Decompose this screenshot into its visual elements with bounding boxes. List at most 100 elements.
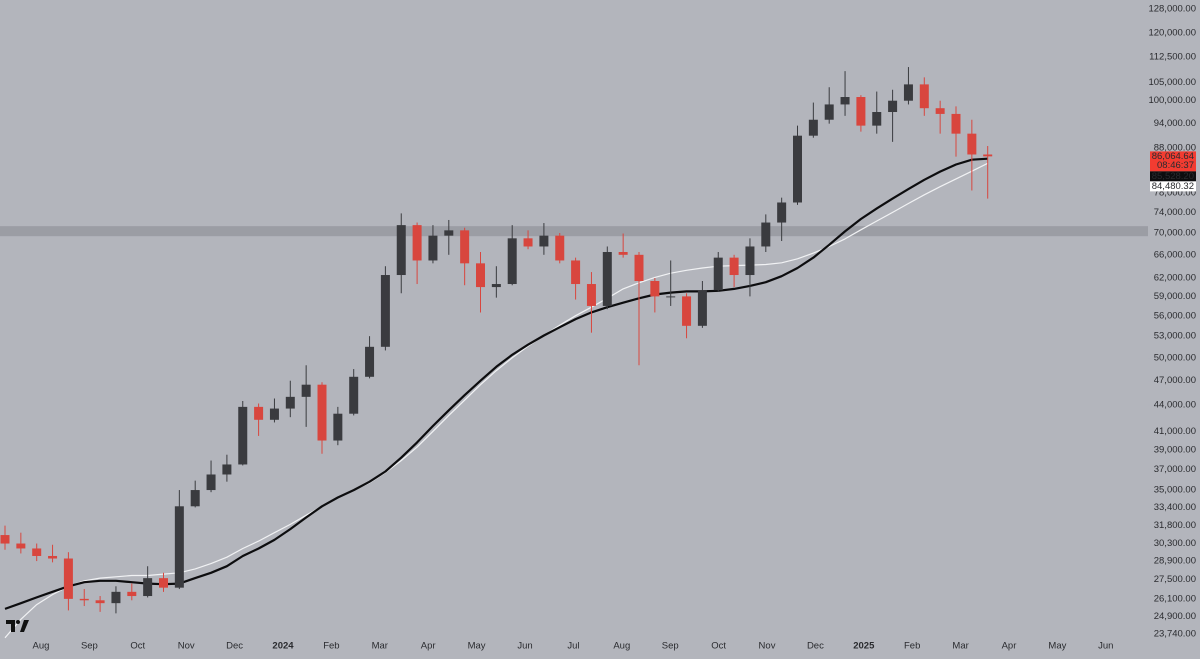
candle-body [602,252,612,306]
candle-body [777,202,787,223]
candle-body [254,406,264,420]
candle-body [586,284,596,306]
candle-body [32,548,42,556]
ma-value-label: 85,528.20 [1152,171,1194,182]
x-tick-label: May [1048,641,1066,652]
logo-part [20,620,29,632]
countdown-label: 08:46:37 [1157,160,1194,171]
candle-body [95,600,105,604]
last-price-box [1150,151,1196,172]
y-tick-label: 112,500.00 [1149,52,1196,63]
x-tick-label: Feb [904,641,920,652]
resistance-zone [0,226,1148,237]
y-tick-label: 88,000.00 [1154,143,1196,154]
x-tick-label: Oct [130,641,145,652]
candle-body [349,376,359,414]
logo [6,620,29,632]
y-tick-label: 44,000.00 [1154,400,1196,411]
candle-body [539,235,549,247]
y-tick-label: 78,000.00 [1154,187,1196,198]
candle-body [159,578,168,588]
candle-body [380,275,390,347]
y-tick-label: 70,000.00 [1154,228,1196,239]
candle-body [761,222,771,247]
candle-body [79,598,89,601]
candle-body [476,263,485,288]
y-tick-label: 41,000.00 [1154,426,1196,437]
y-tick-label: 33,400.00 [1154,502,1196,513]
candle-body [983,154,993,157]
x-tick-label: Jun [1098,641,1113,652]
candle-body [840,97,850,105]
candle-body [238,406,248,465]
y-tick-label: 128,000.00 [1148,4,1196,15]
y-tick-label: 47,000.00 [1154,375,1196,386]
candle-body [333,413,343,441]
candle-body [666,296,676,298]
candle-body [682,296,692,326]
x-tick-label: Oct [711,641,726,652]
candle-body [967,133,977,155]
y-tick-label: 100,000.00 [1148,95,1196,106]
x-tick-label: Sep [662,641,679,652]
candle-body [555,235,565,261]
candle-body [872,112,882,126]
x-tick-label: Nov [759,641,776,652]
candle-body [745,246,755,276]
x-tick-label: Dec [807,641,824,652]
candle-body [143,578,153,597]
y-tick-label: 28,900.00 [1154,556,1196,567]
x-tick-label: Dec [226,641,243,652]
candle-body [0,535,10,544]
axis-layer: 128,000.00 120,000.00 112,500.00 105,000.00… [33,4,1196,652]
y-tick-label: 56,000.00 [1154,310,1196,321]
y-tick-label: 26,100.00 [1154,593,1196,604]
candle-body [523,238,533,247]
candle-body [460,230,470,264]
candle-body [301,384,311,397]
candle-body [491,284,501,288]
x-tick-label: 2024 [272,641,294,652]
candle-body [444,230,454,236]
candle-body [48,555,58,559]
candle-layer [0,67,993,614]
y-tick-label: 50,000.00 [1154,352,1196,363]
x-tick-label: May [468,641,486,652]
y-tick-label: 23,740.00 [1154,629,1196,640]
candle-body [412,225,422,261]
candle-body [935,108,945,114]
y-tick-label: 24,900.00 [1154,611,1196,622]
candle-body [317,384,327,441]
y-tick-label: 62,000.00 [1154,273,1196,284]
logo-part [16,620,20,624]
candle-body [903,84,913,101]
x-tick-label: Mar [372,641,388,652]
x-tick-label: Apr [1002,641,1017,652]
candle-body [824,104,834,120]
ma-value-box [1150,181,1196,192]
x-tick-label: Sep [81,641,98,652]
candle-body [618,252,628,255]
candle-body [951,113,961,134]
candle-body [697,290,707,326]
candle-body [919,84,929,109]
moving-average [4,157,988,610]
candle-body [713,257,723,291]
y-tick-label: 53,000.00 [1154,331,1196,342]
y-tick-label: 59,000.00 [1154,291,1196,302]
candle-body [222,464,232,475]
candle-body [634,254,644,281]
y-tick-label: 39,000.00 [1154,444,1196,455]
y-tick-label: 105,000.00 [1148,77,1196,88]
candle-body [793,135,802,203]
candle-body [269,408,279,420]
y-tick-label: 31,800.00 [1154,520,1196,531]
y-tick-label: 120,000.00 [1148,28,1196,39]
candle-body [206,474,216,491]
y-tick-label: 94,000.00 [1154,118,1196,129]
candle-body [16,543,26,549]
y-tick-label: 30,300.00 [1154,538,1196,549]
